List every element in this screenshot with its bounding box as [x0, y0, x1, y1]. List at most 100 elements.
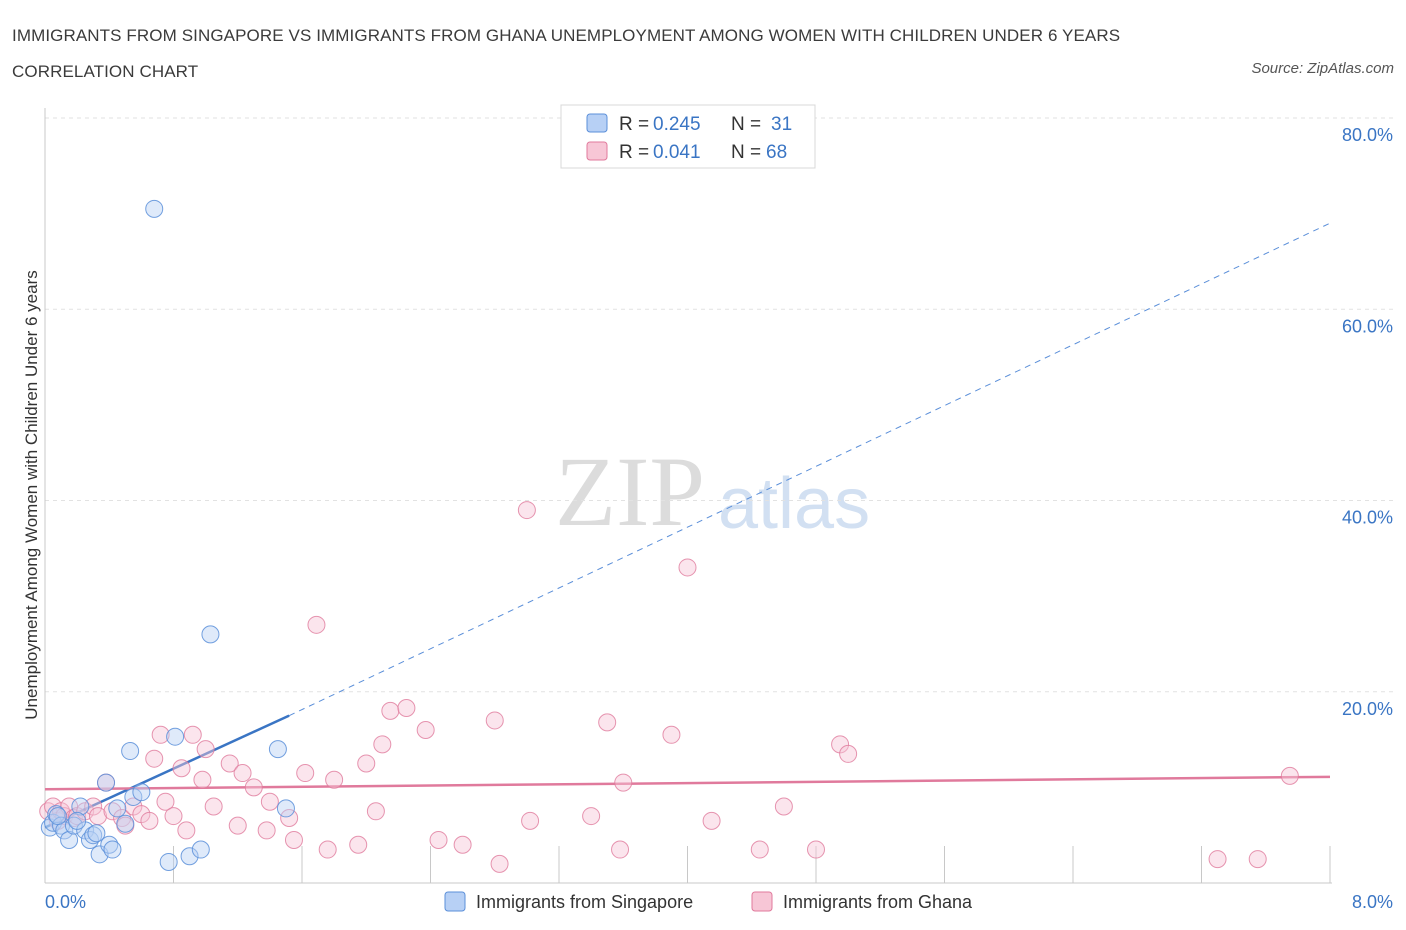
legend-n-label-ghana: N = [731, 142, 761, 163]
point-ghana [1280, 766, 1299, 785]
point-ghana [381, 701, 400, 720]
point-ghana [244, 778, 263, 797]
legend-r-label-ghana: R = [619, 142, 649, 163]
point-singapore [80, 830, 99, 849]
point-ghana [145, 749, 164, 768]
point-singapore [60, 830, 79, 849]
point-singapore [116, 814, 135, 833]
point-ghana [307, 615, 326, 634]
point-singapore [201, 625, 220, 644]
point-ghana [1208, 850, 1227, 869]
point-singapore [103, 840, 122, 859]
legend-r-value-singapore: 0.245 [653, 114, 701, 135]
legend-r-label-singapore: R = [619, 114, 649, 135]
point-ghana [318, 840, 337, 859]
point-singapore [48, 807, 67, 826]
point-singapore [132, 783, 151, 802]
point-ghana [193, 770, 212, 789]
point-ghana [183, 725, 202, 744]
trend-line-singapore [44, 714, 290, 829]
point-ghana [172, 759, 191, 778]
point-singapore [180, 847, 199, 866]
point-singapore [191, 840, 210, 859]
point-ghana [614, 773, 633, 792]
point-ghana [325, 770, 344, 789]
y-tick-label: 40.0% [1342, 508, 1393, 528]
point-ghana [177, 821, 196, 840]
point-singapore [268, 740, 287, 759]
point-ghana [103, 802, 122, 821]
point-singapore [64, 816, 83, 835]
trend-line-singapore-extrapolated [288, 222, 1331, 717]
point-singapore [108, 799, 127, 818]
point-singapore [121, 742, 140, 761]
point-ghana [521, 811, 540, 830]
point-ghana [1248, 850, 1267, 869]
y-tick-labels: 20.0% 40.0% 60.0% 80.0% [1342, 125, 1393, 719]
point-ghana [220, 754, 239, 773]
point-ghana [357, 754, 376, 773]
point-ghana [774, 797, 793, 816]
gridlines [45, 117, 1393, 693]
point-ghana [429, 830, 448, 849]
point-singapore [159, 852, 178, 871]
x-tick-label-max: 8.0% [1352, 892, 1393, 912]
point-ghana [164, 807, 183, 826]
point-ghana [485, 711, 504, 730]
point-ghana [366, 802, 385, 821]
point-singapore [97, 773, 116, 792]
point-singapore [71, 797, 90, 816]
x-tick-label-min: 0.0% [45, 892, 86, 912]
point-singapore [87, 824, 106, 843]
point-ghana [598, 713, 617, 732]
point-ghana [349, 835, 368, 854]
legend-r-value-ghana: 0.041 [653, 142, 701, 163]
point-ghana [280, 808, 299, 827]
point-ghana [807, 840, 825, 859]
point-ghana [196, 740, 215, 759]
legend-n-label-singapore: N = [731, 114, 761, 135]
stats-legend: R = 0.245 N = 31 R = 0.041 N = 68 [560, 104, 816, 169]
chart-title: IMMIGRANTS FROM SINGAPORE VS IMMIGRANTS … [12, 26, 1121, 81]
point-singapore [68, 811, 87, 830]
axes [44, 108, 1332, 884]
point-ghana [750, 840, 769, 859]
point-ghana [204, 797, 223, 816]
bottom-legend-label-ghana: Immigrants from Ghana [783, 892, 973, 912]
bottom-legend-swatch-singapore [444, 891, 466, 912]
point-ghana [839, 744, 858, 763]
point-ghana [373, 735, 392, 754]
point-ghana [678, 558, 697, 577]
point-ghana [233, 764, 252, 783]
point-ghana [490, 854, 509, 873]
y-axis-label: Unemployment Among Women with Children U… [22, 270, 41, 719]
bottom-legend-label-singapore: Immigrants from Singapore [476, 892, 693, 912]
point-ghana [260, 792, 279, 811]
point-ghana [397, 699, 416, 718]
data-points [39, 199, 1299, 873]
point-ghana [662, 725, 681, 744]
point-singapore [276, 799, 295, 818]
point-ghana [140, 811, 159, 830]
point-ghana [156, 792, 175, 811]
point-ghana [84, 797, 103, 816]
y-tick-label: 60.0% [1342, 316, 1393, 336]
point-ghana [702, 811, 721, 830]
source-label: Source: ZipAtlas.com [1251, 60, 1394, 77]
point-ghana [151, 725, 170, 744]
legend-n-value-ghana: 68 [766, 142, 787, 163]
legend-swatch-singapore [586, 113, 608, 133]
point-singapore [84, 826, 103, 845]
point-singapore [145, 199, 164, 218]
point-ghana [284, 830, 303, 849]
y-tick-label: 80.0% [1342, 125, 1393, 145]
point-singapore [166, 727, 185, 746]
point-ghana [296, 764, 315, 783]
point-singapore [100, 835, 119, 854]
legend-n-value-singapore: 31 [771, 114, 792, 135]
trend-line-ghana [44, 775, 1331, 791]
watermark-atlas: atlas [718, 464, 870, 544]
trend-lines [44, 222, 1331, 829]
point-ghana [416, 721, 435, 739]
